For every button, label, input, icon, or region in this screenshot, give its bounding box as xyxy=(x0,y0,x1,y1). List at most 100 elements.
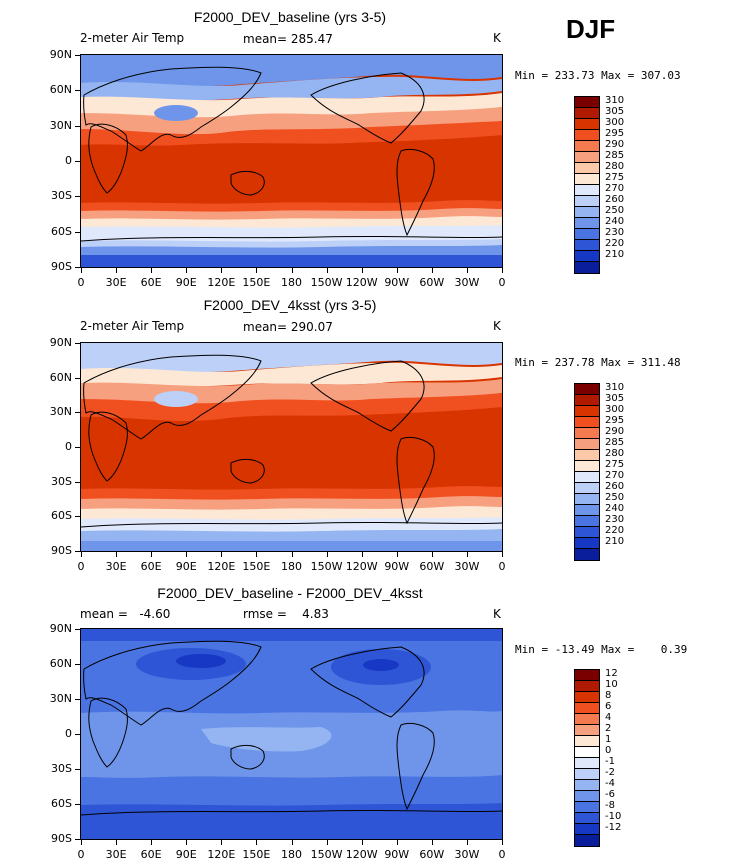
colorbar-label: 2 xyxy=(605,723,612,734)
colorbar-swatch xyxy=(575,240,599,251)
lon-tick-label: 150W xyxy=(310,560,343,573)
colorbar-label: 250 xyxy=(605,492,625,503)
colorbar-label: 300 xyxy=(605,404,625,415)
lat-tick xyxy=(75,90,80,92)
lat-tick-label: 30S xyxy=(51,189,72,203)
lon-tick-label: 180 xyxy=(281,848,302,861)
panel-title: F2000_DEV_4ksst (yrs 3-5) xyxy=(203,297,377,313)
lon-tick xyxy=(396,552,398,557)
lat-tick xyxy=(75,551,80,552)
colorbar-label: 280 xyxy=(605,448,625,459)
colorbar-label: 285 xyxy=(605,150,625,161)
lat-tick xyxy=(75,664,80,665)
colorbar-label: -4 xyxy=(605,778,615,789)
lon-tick xyxy=(116,268,118,273)
colorbar-label: -6 xyxy=(605,789,615,800)
lat-tick xyxy=(75,629,80,630)
colorbar-label: 290 xyxy=(605,139,625,150)
lon-tick-label: 30E xyxy=(105,848,127,861)
lon-tick-label: 90W xyxy=(384,848,410,861)
lat-tick xyxy=(75,412,80,414)
lon-tick xyxy=(466,268,468,273)
lon-tick-label: 120W xyxy=(345,276,378,289)
colorbar-label: 210 xyxy=(605,249,625,260)
lon-tick-label: 90E xyxy=(175,276,197,289)
lat-tick-label: 30S xyxy=(51,474,72,488)
colorbar-swatch xyxy=(575,417,599,428)
lat-tick-label: 90S xyxy=(51,832,72,845)
lon-tick xyxy=(502,552,503,557)
colorbar-label: 220 xyxy=(605,525,625,536)
lon-tick-label: 90E xyxy=(175,560,197,573)
lon-tick-label: 60W xyxy=(419,848,445,861)
colorbar-swatch xyxy=(575,152,599,163)
lon-tick-label: 180 xyxy=(281,276,302,289)
lon-tick-label: 120E xyxy=(207,560,236,573)
colorbar-swatch xyxy=(575,692,599,703)
mean-label: mean = -4.60 xyxy=(80,607,171,621)
lat-tick-label: 60N xyxy=(49,83,72,97)
lon-tick-label: 30W xyxy=(454,560,480,573)
colorbar-swatch xyxy=(575,207,599,218)
lat-tick-label: 60S xyxy=(51,224,72,238)
colorbar-label: 0 xyxy=(605,745,612,756)
lat-tick-label: 30N xyxy=(49,692,72,705)
lat-tick-label: 30S xyxy=(51,762,72,775)
colorbar-label: 1 xyxy=(605,734,612,745)
colorbar-label: 295 xyxy=(605,128,625,139)
lon-tick-label: 60E xyxy=(140,560,162,573)
colorbar-swatch xyxy=(575,703,599,714)
panel-title: F2000_DEV_baseline - F2000_DEV_4ksst xyxy=(157,585,423,601)
lon-tick-label: 30E xyxy=(105,560,127,573)
lat-tick xyxy=(75,481,80,483)
lon-tick-label: 60W xyxy=(419,560,445,573)
lon-tick xyxy=(326,268,328,273)
map-plot xyxy=(80,54,503,268)
lon-tick xyxy=(431,268,433,273)
lat-tick-label: 60S xyxy=(51,509,72,523)
colorbar-swatch xyxy=(575,505,599,516)
lon-tick-label: 180 xyxy=(281,560,302,573)
map-plot xyxy=(80,342,503,552)
colorbar-label: 12 xyxy=(605,668,618,679)
lat-tick xyxy=(75,769,80,770)
lon-tick xyxy=(291,840,293,845)
lon-tick xyxy=(361,552,363,557)
lon-tick-label: 30E xyxy=(105,276,127,289)
lat-tick-label: 90S xyxy=(51,260,72,273)
lat-tick xyxy=(75,231,80,233)
colorbar-swatch xyxy=(575,516,599,527)
lon-tick-label: 0 xyxy=(498,276,506,289)
colorbar-swatch xyxy=(575,472,599,483)
lon-tick-label: 30W xyxy=(454,276,480,289)
colorbar-swatch xyxy=(575,681,599,692)
lon-tick-label: 120E xyxy=(207,276,236,289)
lat-tick xyxy=(75,161,80,162)
colorbar-swatch xyxy=(575,185,599,196)
lon-tick-label: 0 xyxy=(498,560,506,573)
colorbar-label: 310 xyxy=(605,382,625,393)
lon-tick xyxy=(291,552,293,557)
lat-tick-label: 0 xyxy=(65,154,72,167)
colorbar-label: -10 xyxy=(605,811,622,822)
colorbar-swatch xyxy=(575,736,599,747)
colorbar xyxy=(574,669,600,847)
colorbar-label: 240 xyxy=(605,216,625,227)
rmse-label: rmse = 4.83 xyxy=(243,607,329,621)
colorbar-swatch xyxy=(575,813,599,824)
minmax-label: Min = 237.78 Max = 311.48 xyxy=(515,356,681,369)
colorbar-swatch xyxy=(575,163,599,174)
colorbar-label: -2 xyxy=(605,767,615,778)
lat-tick-label: 60S xyxy=(51,797,72,810)
lon-tick-label: 30W xyxy=(454,848,480,861)
lon-tick-label: 150W xyxy=(310,848,343,861)
colorbar-swatch xyxy=(575,229,599,240)
lat-tick xyxy=(75,516,80,518)
units-label: K xyxy=(493,319,501,333)
lat-tick xyxy=(75,734,80,735)
lon-tick xyxy=(186,268,188,273)
colorbar-swatch xyxy=(575,824,599,835)
lat-tick-label: 30N xyxy=(49,118,72,132)
lat-tick xyxy=(75,55,80,56)
lon-tick xyxy=(466,552,468,557)
